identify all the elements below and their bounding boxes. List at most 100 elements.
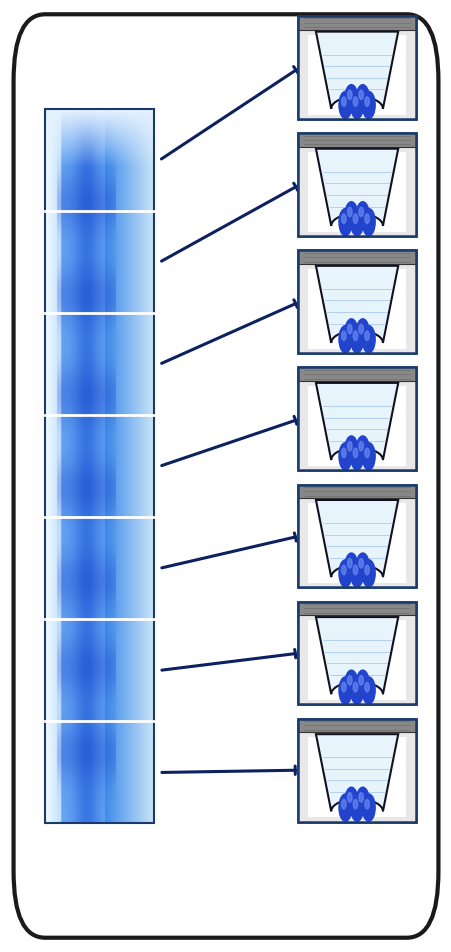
Bar — [298, 367, 415, 470]
Bar — [298, 719, 415, 822]
Bar — [298, 16, 415, 30]
Circle shape — [355, 202, 368, 228]
Circle shape — [344, 787, 357, 814]
Circle shape — [358, 793, 363, 803]
Circle shape — [338, 677, 351, 704]
Bar — [298, 133, 415, 147]
Circle shape — [361, 91, 374, 119]
Circle shape — [350, 794, 363, 822]
Circle shape — [341, 97, 345, 107]
Circle shape — [355, 319, 368, 346]
Bar — [298, 602, 415, 615]
Circle shape — [361, 560, 374, 587]
Circle shape — [352, 565, 357, 575]
Circle shape — [361, 677, 374, 704]
Circle shape — [344, 202, 357, 228]
Bar — [307, 737, 405, 818]
Circle shape — [364, 800, 368, 809]
Circle shape — [344, 436, 357, 463]
Circle shape — [364, 448, 368, 458]
Circle shape — [355, 787, 368, 814]
Bar — [298, 485, 415, 587]
Circle shape — [341, 448, 345, 458]
Bar — [298, 250, 415, 353]
Circle shape — [364, 331, 368, 341]
Bar — [298, 250, 415, 353]
Polygon shape — [315, 734, 397, 811]
Bar — [298, 16, 415, 30]
Bar — [45, 109, 153, 823]
Bar — [298, 367, 415, 470]
Bar — [298, 133, 415, 236]
Bar — [298, 367, 415, 381]
Bar — [298, 133, 415, 236]
Circle shape — [352, 683, 357, 692]
Circle shape — [344, 319, 357, 346]
Circle shape — [344, 553, 357, 580]
Circle shape — [364, 683, 368, 692]
Bar — [298, 602, 415, 704]
Bar — [307, 503, 405, 584]
Circle shape — [338, 326, 351, 353]
Bar — [298, 367, 415, 381]
Circle shape — [361, 794, 374, 822]
Bar — [298, 133, 415, 147]
Bar — [298, 16, 415, 119]
Circle shape — [350, 326, 363, 353]
Circle shape — [358, 325, 363, 334]
Circle shape — [341, 683, 345, 692]
Circle shape — [358, 442, 363, 451]
Polygon shape — [315, 31, 397, 109]
Bar — [298, 485, 415, 587]
Circle shape — [347, 442, 351, 451]
Circle shape — [347, 676, 351, 685]
Bar — [298, 719, 415, 822]
Circle shape — [344, 670, 357, 697]
Bar — [307, 620, 405, 701]
Circle shape — [361, 443, 374, 470]
Circle shape — [361, 326, 374, 353]
Circle shape — [352, 448, 357, 458]
Polygon shape — [315, 617, 397, 694]
Bar — [307, 268, 405, 349]
Circle shape — [347, 559, 351, 568]
Polygon shape — [315, 266, 397, 343]
Bar — [298, 719, 415, 732]
Bar — [298, 485, 415, 498]
Bar — [298, 602, 415, 704]
Circle shape — [347, 90, 351, 100]
Circle shape — [350, 560, 363, 587]
Polygon shape — [315, 149, 397, 226]
Circle shape — [361, 208, 374, 236]
Bar — [307, 386, 405, 466]
Polygon shape — [315, 383, 397, 460]
FancyBboxPatch shape — [14, 14, 437, 938]
Bar — [307, 151, 405, 232]
Circle shape — [338, 443, 351, 470]
Circle shape — [355, 670, 368, 697]
Bar — [298, 485, 415, 498]
Circle shape — [358, 208, 363, 217]
Bar — [298, 250, 415, 264]
Circle shape — [347, 325, 351, 334]
Bar — [298, 367, 415, 470]
Circle shape — [347, 793, 351, 803]
Bar — [298, 719, 415, 822]
Bar — [298, 602, 415, 615]
Circle shape — [352, 800, 357, 809]
Bar — [298, 16, 415, 119]
Circle shape — [352, 97, 357, 107]
Circle shape — [338, 794, 351, 822]
Circle shape — [350, 91, 363, 119]
Circle shape — [364, 97, 368, 107]
Circle shape — [358, 559, 363, 568]
Circle shape — [355, 553, 368, 580]
Circle shape — [341, 565, 345, 575]
Circle shape — [355, 436, 368, 463]
Circle shape — [358, 90, 363, 100]
Bar — [298, 16, 415, 119]
Circle shape — [350, 208, 363, 236]
Circle shape — [350, 443, 363, 470]
Bar — [307, 34, 405, 115]
Circle shape — [352, 331, 357, 341]
